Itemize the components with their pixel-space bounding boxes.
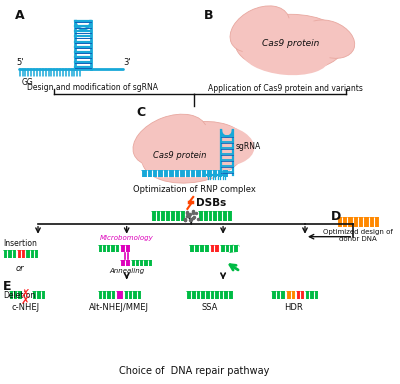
Text: Microbomology: Microbomology — [100, 235, 154, 241]
Text: 5': 5' — [17, 58, 24, 67]
Bar — [124, 291, 141, 299]
Text: Annealing: Annealing — [109, 268, 144, 275]
Text: Insertion: Insertion — [3, 239, 37, 248]
Bar — [17, 250, 24, 258]
Ellipse shape — [142, 121, 247, 183]
Bar — [186, 291, 233, 299]
Bar — [141, 170, 228, 177]
Bar — [120, 260, 130, 266]
Bar — [9, 291, 22, 299]
Text: sgRNA: sgRNA — [236, 142, 261, 151]
Text: Application of Cas9 protein and variants: Application of Cas9 protein and variants — [208, 84, 363, 93]
Text: A: A — [15, 9, 24, 22]
Text: DSBs: DSBs — [196, 198, 226, 208]
Text: Deletion: Deletion — [3, 291, 36, 300]
Text: GG: GG — [22, 78, 33, 87]
Text: Optimization of RNP complex: Optimization of RNP complex — [133, 185, 256, 194]
Bar — [337, 217, 379, 227]
Text: C: C — [136, 106, 146, 119]
Ellipse shape — [230, 6, 289, 53]
Bar — [26, 250, 38, 258]
Bar — [3, 250, 16, 258]
Text: Cas9 protein: Cas9 protein — [262, 38, 319, 48]
Ellipse shape — [304, 20, 355, 58]
Ellipse shape — [133, 114, 207, 167]
Bar — [98, 291, 115, 299]
Text: D: D — [331, 210, 341, 223]
Bar — [189, 245, 209, 252]
Text: c-NHEJ: c-NHEJ — [12, 303, 40, 312]
Text: E: E — [3, 280, 12, 293]
Bar — [32, 291, 45, 299]
Bar — [286, 291, 295, 299]
Text: or: or — [15, 265, 24, 273]
Ellipse shape — [242, 18, 339, 68]
Text: 3': 3' — [124, 58, 132, 67]
Bar — [198, 211, 232, 221]
Text: Cas9 protein: Cas9 protein — [153, 151, 206, 160]
Ellipse shape — [242, 37, 329, 75]
Text: Alt-NHEJ/MMEJ: Alt-NHEJ/MMEJ — [89, 303, 149, 312]
Bar — [305, 291, 318, 299]
Bar — [151, 211, 184, 221]
Text: Design and modification of sgRNA: Design and modification of sgRNA — [28, 83, 158, 92]
Bar — [296, 291, 304, 299]
Ellipse shape — [182, 124, 254, 166]
Text: Optimized design of
donor DNA: Optimized design of donor DNA — [323, 229, 393, 242]
Text: Choice of  DNA repair pathway: Choice of DNA repair pathway — [119, 366, 269, 376]
Bar — [271, 291, 285, 299]
Text: ✗: ✗ — [21, 296, 30, 306]
Bar — [120, 245, 130, 252]
Bar — [116, 291, 123, 299]
Text: B: B — [204, 9, 213, 22]
Bar — [220, 245, 238, 252]
Text: HDR: HDR — [284, 303, 303, 312]
Ellipse shape — [141, 132, 237, 178]
Text: SSA: SSA — [201, 303, 218, 312]
Bar — [98, 245, 119, 252]
Bar — [130, 260, 152, 266]
Text: ✗: ✗ — [21, 289, 30, 299]
Bar — [210, 245, 219, 252]
Ellipse shape — [235, 14, 346, 72]
